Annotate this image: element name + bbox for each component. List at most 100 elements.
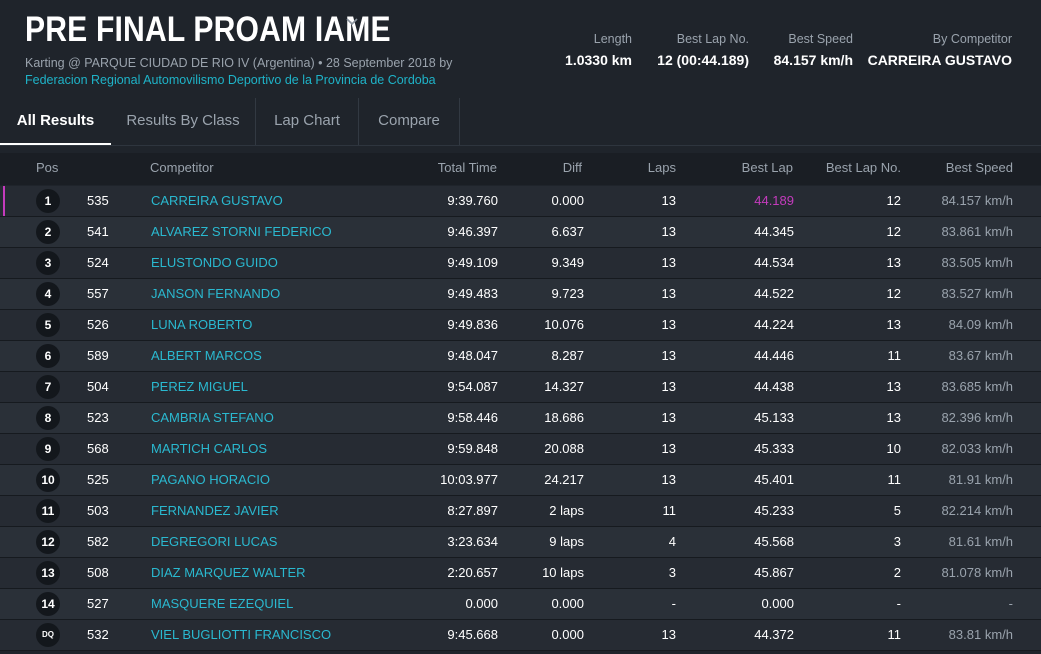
best-lap: 44.345 — [754, 224, 794, 239]
best-lap-no: 5 — [893, 503, 901, 518]
position-badge: 7 — [36, 375, 60, 399]
competitor-link[interactable]: JANSON FERNANDO — [151, 286, 281, 301]
total-time: 9:39.760 — [447, 193, 498, 208]
table-row[interactable]: 9 568 MARTICH CARLOS 9:59.848 20.088 13 45.333… — [0, 434, 1041, 465]
laps: 13 — [661, 441, 676, 456]
table-row[interactable]: 8 523 CAMBRIA STEFANO 9:58.446 18.686 13 45.13… — [0, 403, 1041, 434]
best-lap: 44.438 — [754, 379, 794, 394]
stat-by-competitor: By Competitor CARREIRA GUSTAVO — [868, 32, 1012, 68]
table-row[interactable]: 1 535 CARREIRA GUSTAVO 9:39.760 0.000 13 44.18… — [0, 186, 1041, 217]
table-row[interactable]: 10 525 PAGANO HORACIO 10:03.977 24.217 13 45.4… — [0, 465, 1041, 496]
best-lap: 44.534 — [754, 255, 794, 270]
best-lap-no: 13 — [886, 379, 901, 394]
table-row[interactable]: 4 557 JANSON FERNANDO 9:49.483 9.723 13 44.522… — [0, 279, 1041, 310]
competitor-link[interactable]: LUNA ROBERTO — [151, 317, 253, 332]
position-badge: 6 — [36, 344, 60, 368]
page-title: PRE FINAL PROAM IAME — [25, 10, 391, 49]
best-speed: 82.396 km/h — [941, 410, 1013, 425]
best-speed: 82.214 km/h — [941, 503, 1013, 518]
laps: 13 — [661, 379, 676, 394]
stat-by-competitor-value: CARREIRA GUSTAVO — [867, 52, 1012, 68]
table-row[interactable]: 2 541 ALVAREZ STORNI FEDERICO 9:46.397 6.637… — [0, 217, 1041, 248]
kart-number: 582 — [87, 534, 109, 549]
best-speed: 83.527 km/h — [941, 286, 1013, 301]
diff: 0.000 — [551, 627, 584, 642]
position-badge: 10 — [36, 468, 60, 492]
competitor-link[interactable]: CARREIRA GUSTAVO — [151, 193, 283, 208]
table-row[interactable]: 11 503 FERNANDEZ JAVIER 8:27.897 2 laps 11 45.… — [0, 496, 1041, 527]
tab-results-by-class[interactable]: Results By Class — [111, 98, 256, 145]
tab-lap-chart[interactable]: Lap Chart — [256, 98, 359, 145]
competitor-link[interactable]: DIAZ MARQUEZ WALTER — [151, 565, 306, 580]
position-badge: 11 — [36, 499, 60, 523]
total-time: 9:48.047 — [447, 348, 498, 363]
title-row: PRE FINAL PROAM IAME — [25, 10, 450, 50]
results-table-body: 1 535 CARREIRA GUSTAVO 9:39.760 0.000 13 44.18… — [0, 186, 1041, 651]
col-best-lap[interactable]: Best Lap — [741, 160, 793, 175]
table-row[interactable]: DQ 532 VIEL BUGLIOTTI FRANCISCO 9:45.668 0.0… — [0, 620, 1041, 651]
table-row[interactable]: 14 527 MASQUERE EZEQUIEL 0.000 0.000 - 0.000 - - — [0, 589, 1041, 620]
laps: 3 — [668, 565, 676, 580]
laps: 13 — [661, 317, 676, 332]
kart-number: 526 — [87, 317, 109, 332]
best-speed: 83.685 km/h — [941, 379, 1013, 394]
tab-compare[interactable]: Compare — [359, 98, 460, 145]
col-diff[interactable]: Diff — [562, 160, 582, 175]
best-lap-no: - — [896, 596, 901, 611]
tab-all-results[interactable]: All Results — [0, 98, 111, 145]
competitor-link[interactable]: VIEL BUGLIOTTI FRANCISCO — [151, 627, 332, 642]
diff: 9 laps — [549, 534, 584, 549]
laps: 4 — [668, 534, 676, 549]
col-total-time[interactable]: Total Time — [437, 160, 497, 175]
col-best-lap-no[interactable]: Best Lap No. — [825, 160, 901, 175]
position-badge: DQ — [36, 623, 60, 647]
col-pos[interactable]: Pos — [36, 160, 59, 175]
laps: 13 — [661, 410, 676, 425]
table-row[interactable]: 5 526 LUNA ROBERTO 9:49.836 10.076 13 44.224 13… — [0, 310, 1041, 341]
best-lap-no: 2 — [893, 565, 901, 580]
diff: 14.327 — [544, 379, 584, 394]
best-lap-no: 13 — [886, 255, 901, 270]
kart-number: 527 — [87, 596, 109, 611]
total-time: 9:49.483 — [447, 286, 498, 301]
competitor-link[interactable]: PEREZ MIGUEL — [151, 379, 248, 394]
col-competitor[interactable]: Competitor — [150, 160, 214, 175]
competitor-link[interactable]: PAGANO HORACIO — [151, 472, 270, 487]
laps: 13 — [661, 348, 676, 363]
competitor-link[interactable]: FERNANDEZ JAVIER — [151, 503, 279, 518]
best-speed: 84.09 km/h — [948, 317, 1013, 332]
table-row[interactable]: 13 508 DIAZ MARQUEZ WALTER 2:20.657 10 laps 3… — [0, 558, 1041, 589]
leader-marker — [3, 186, 5, 216]
best-lap-no: 3 — [893, 534, 901, 549]
laps: - — [671, 596, 676, 611]
table-row[interactable]: 6 589 ALBERT MARCOS 9:48.047 8.287 13 44.446 11… — [0, 341, 1041, 372]
laps: 11 — [662, 503, 677, 518]
kart-number: 503 — [87, 503, 109, 518]
best-lap: 44.224 — [754, 317, 794, 332]
total-time: 9:49.836 — [447, 317, 498, 332]
laps: 13 — [661, 286, 676, 301]
competitor-link[interactable]: ELUSTONDO GUIDO — [151, 255, 278, 270]
total-time: 9:45.668 — [447, 627, 498, 642]
competitor-link[interactable]: ALVAREZ STORNI FEDERICO — [151, 224, 332, 239]
col-laps[interactable]: Laps — [647, 160, 676, 175]
competitor-link[interactable]: DEGREGORI LUCAS — [151, 534, 278, 549]
position-badge: 5 — [36, 313, 60, 337]
chevron-down-icon[interactable] — [345, 14, 359, 28]
competitor-link[interactable]: MARTICH CARLOS — [151, 441, 268, 456]
table-row[interactable]: 12 582 DEGREGORI LUCAS 3:23.634 9 laps 4 45.56… — [0, 527, 1041, 558]
competitor-link[interactable]: CAMBRIA STEFANO — [151, 410, 274, 425]
table-row[interactable]: 3 524 ELUSTONDO GUIDO 9:49.109 9.349 13 44.534… — [0, 248, 1041, 279]
table-row[interactable]: 7 504 PEREZ MIGUEL 9:54.087 14.327 13 44.438 13… — [0, 372, 1041, 403]
competitor-link[interactable]: MASQUERE EZEQUIEL — [151, 596, 294, 611]
best-lap-no: 12 — [886, 224, 901, 239]
results-tabs: All Results Results By Class Lap Chart C… — [0, 98, 1041, 146]
best-speed: 81.91 km/h — [948, 472, 1013, 487]
best-lap: 45.333 — [754, 441, 794, 456]
laps: 13 — [661, 255, 676, 270]
kart-number: 541 — [87, 224, 109, 239]
organizer-link[interactable]: Federacion Regional Automovilismo Deport… — [25, 73, 436, 87]
best-speed: 82.033 km/h — [941, 441, 1013, 456]
competitor-link[interactable]: ALBERT MARCOS — [151, 348, 262, 363]
col-best-speed[interactable]: Best Speed — [945, 160, 1013, 175]
